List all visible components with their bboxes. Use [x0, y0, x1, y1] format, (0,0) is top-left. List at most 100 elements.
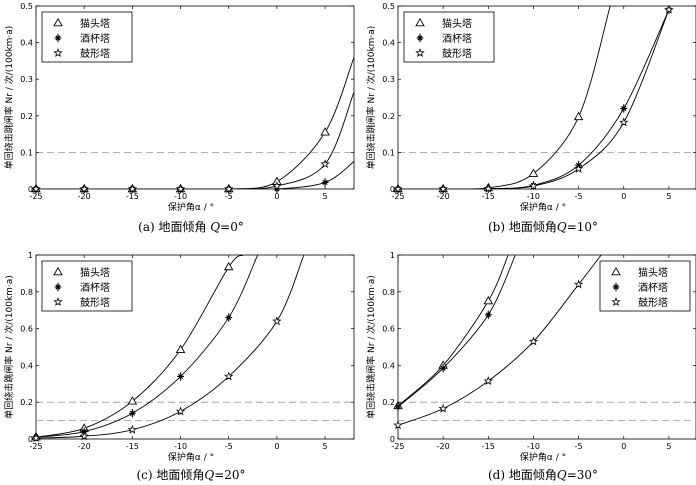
data-point	[272, 181, 282, 191]
y-tick-label: 0	[390, 185, 395, 194]
x-tick-label: -10	[174, 192, 187, 201]
data-point	[127, 184, 138, 193]
figure-caption: (d) 地面倾角Q=30°	[488, 468, 598, 482]
data-point	[79, 431, 89, 441]
legend-label: 酒杯塔	[80, 281, 110, 294]
data-point	[573, 163, 584, 173]
x-tick-label: -20	[437, 442, 450, 451]
legend-marker	[611, 297, 621, 306]
data-point	[393, 184, 403, 193]
x-tick-label: 0	[621, 192, 626, 201]
data-point	[272, 316, 282, 326]
data-point	[31, 184, 41, 193]
plot-frame	[397, 254, 696, 440]
figure-caption: (c) 地面倾角Q=20°	[136, 468, 245, 482]
y-tick-label: 0.8	[20, 288, 33, 297]
legend-label: 鼓形塔	[442, 47, 472, 60]
data-point	[127, 424, 138, 434]
data-point	[320, 127, 330, 136]
y-tick-label: 0.4	[20, 39, 33, 48]
caption-var: Q	[557, 468, 567, 482]
x-axis-label: 保护角α / °	[520, 451, 566, 463]
x-tick-label: -5	[225, 192, 233, 201]
y-tick-label: 0.6	[20, 325, 33, 334]
data-point	[438, 403, 448, 413]
legend-marker	[612, 282, 620, 292]
series-star	[393, 255, 602, 430]
legend-label: 酒杯塔	[442, 32, 472, 45]
y-axis-label: 单回绕击跳闸率 Nr / 次/(100km·a)	[365, 26, 377, 170]
y-tick-label: 0.2	[20, 112, 33, 121]
legend-label: 鼓形塔	[638, 296, 668, 309]
y-tick-label: 0.3	[382, 75, 395, 84]
figure-caption: (b) 地面倾角Q=10°	[488, 220, 598, 234]
data-point	[273, 184, 281, 194]
series-line	[36, 57, 354, 189]
data-point	[664, 4, 674, 14]
caption-suffix: =30°	[567, 468, 598, 482]
legend-marker	[416, 33, 424, 43]
data-point	[175, 406, 186, 416]
y-tick-label: 0.5	[20, 2, 33, 11]
series-line	[398, 6, 611, 189]
x-tick-label: -15	[126, 442, 139, 451]
plot-frame	[397, 5, 696, 190]
legend-marker	[415, 17, 425, 27]
y-tick-label: 0.3	[20, 75, 33, 84]
legend-marker	[53, 297, 63, 306]
x-tick-label: 5	[323, 442, 328, 451]
x-tick-label: 5	[666, 192, 671, 201]
data-point	[394, 402, 402, 411]
y-axis-label: 单回绕击跳闸率 Nr / 次/(100km·a)	[3, 26, 15, 170]
y-tick-label: 0.2	[382, 398, 395, 407]
y-tick-label: 0.4	[382, 39, 395, 48]
x-tick-label: -20	[78, 192, 91, 201]
y-tick-label: 0.2	[20, 398, 33, 407]
x-tick-label: 0	[274, 192, 279, 201]
caption-suffix: =10°	[567, 220, 598, 234]
series-line	[398, 255, 516, 408]
legend-marker	[611, 266, 621, 276]
legend-label: 酒杯塔	[638, 281, 668, 294]
data-point	[483, 295, 494, 305]
x-tick-label: -25	[391, 192, 404, 201]
x-axis-label: 保护角α / °	[168, 201, 214, 213]
x-tick-label: -15	[126, 192, 139, 201]
x-tick-label: -5	[575, 192, 583, 201]
y-tick-label: 0.5	[382, 2, 395, 11]
data-point	[31, 433, 41, 443]
x-tick-label: -15	[482, 442, 495, 451]
x-tick-label: 5	[323, 192, 328, 201]
y-tick-label: 0	[28, 435, 33, 444]
data-point	[128, 409, 136, 418]
data-point	[619, 117, 629, 127]
series-line	[36, 161, 354, 189]
x-tick-label: 0	[274, 442, 279, 451]
data-point	[320, 159, 330, 169]
y-tick-label: 0.1	[382, 148, 395, 157]
series-star	[31, 255, 305, 443]
data-point	[573, 279, 584, 289]
data-point	[175, 184, 186, 193]
legend-marker	[53, 48, 63, 57]
caption-prefix: (b) 地面倾角	[488, 220, 557, 234]
data-point	[79, 184, 89, 193]
data-point	[223, 261, 234, 271]
y-tick-label: 1	[28, 251, 33, 260]
chart-panel-1: -25 -20 -15 -10 -5 0 5 0 0.1 0.2 0.3 0.4 0.5 保护角α / °…	[3, 2, 355, 234]
y-tick-label: 0.6	[382, 325, 395, 334]
y-tick-label: 1	[390, 251, 395, 260]
series-line	[36, 91, 354, 189]
y-tick-label: 0.4	[382, 361, 395, 370]
data-point	[321, 178, 329, 187]
x-tick-label: -25	[29, 192, 42, 201]
legend-marker	[53, 17, 63, 27]
series-triangle	[393, 255, 509, 410]
y-axis-label: 单回绕击跳闸率 Nr / 次/(100km·a)	[3, 275, 15, 419]
legend-marker	[53, 266, 63, 276]
caption-suffix: =0°	[220, 220, 244, 234]
data-point	[483, 183, 494, 193]
